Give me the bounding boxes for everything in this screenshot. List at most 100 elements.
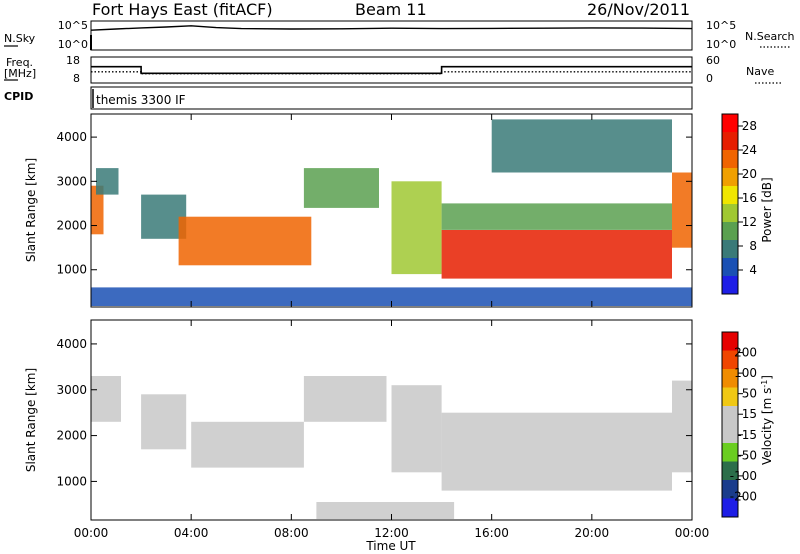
colorbar-segment <box>722 406 738 425</box>
colorbar-segment <box>722 332 738 351</box>
nave-tick-bottom: 0 <box>706 72 713 85</box>
power-data-regions <box>91 119 692 306</box>
noise-left-tick-top: 10^5 <box>58 19 88 32</box>
colorbar-segment <box>722 424 738 443</box>
data-region <box>672 172 692 248</box>
colorbar-segment <box>722 276 738 294</box>
date-title: 26/Nov/2011 <box>587 0 690 19</box>
x-tick-label: 12:00 <box>374 526 409 540</box>
freq-series <box>91 65 692 75</box>
x-tick-label: 00:00 <box>675 526 710 540</box>
x-tick-label: 20:00 <box>575 526 610 540</box>
colorbar-segment <box>722 168 738 186</box>
noise-right-tick-bottom: 10^0 <box>706 38 736 51</box>
data-region <box>391 385 442 473</box>
y-tick-label: 1000 <box>56 263 87 277</box>
colorbar-tick-label: 16 <box>742 191 757 205</box>
x-axis-label: Time UT <box>365 539 416 553</box>
data-region <box>316 502 455 519</box>
velocity-y-axis: 1000 2000 3000 4000 <box>56 337 692 488</box>
data-region <box>441 230 672 279</box>
colorbar-segment <box>722 240 738 258</box>
x-tick-label: 04:00 <box>174 526 209 540</box>
velocity-ylabel: Slant Range [km] <box>24 368 38 472</box>
freq-tick-top: 18 <box>66 54 80 67</box>
data-region <box>91 185 104 235</box>
colorbar-segment <box>722 350 738 369</box>
freq-panel-frame <box>90 56 693 84</box>
y-tick-label: 3000 <box>56 174 87 188</box>
colorbar-tick-label: -100 <box>730 469 757 483</box>
power-colorbar: 4 8 12 16 20 24 28 <box>721 113 757 295</box>
colorbar-tick-label: 8 <box>749 239 757 253</box>
colorbar-tick-label: 20 <box>742 167 757 181</box>
y-tick-label: 4000 <box>56 337 87 351</box>
colorbar-tick-label: 12 <box>742 215 757 229</box>
colorbar-segment <box>722 132 738 150</box>
cpid-panel-frame <box>90 86 693 110</box>
colorbar-tick-label: 24 <box>742 143 757 157</box>
colorbar-tick-label: -200 <box>730 489 757 503</box>
noise-right-tick-top: 10^5 <box>706 19 736 32</box>
x-tick-label: 08:00 <box>274 526 309 540</box>
noise-sky-label: N.Sky <box>4 32 36 45</box>
colorbar-segment <box>722 369 738 388</box>
beam-title: Beam 11 <box>355 0 427 19</box>
cpid-program: themis 3300 IF <box>96 93 186 107</box>
station-title: Fort Hays East (fitACF) <box>92 0 273 19</box>
data-region <box>441 203 672 230</box>
nave-series <box>91 71 692 75</box>
y-tick-label: 1000 <box>56 474 87 488</box>
nave-label: Nave <box>746 65 774 78</box>
data-region <box>91 287 692 306</box>
power-colorbar-label: Power [dB] <box>760 177 774 242</box>
data-region <box>672 380 692 473</box>
y-tick-label: 4000 <box>56 130 87 144</box>
data-region <box>141 394 187 450</box>
noise-sky-series <box>90 25 693 31</box>
data-region <box>191 421 304 468</box>
y-tick-label: 2000 <box>56 429 87 443</box>
velocity-colorbar-label: Velocity [m s-1] <box>760 375 775 465</box>
colorbar-segment <box>722 443 738 462</box>
colorbar-segment <box>722 387 738 406</box>
velocity-colorbar: 200 100 50 15 -15 -50 -100 -200 <box>721 331 757 518</box>
data-region <box>391 181 442 275</box>
data-region <box>178 216 312 266</box>
colorbar-tick-label: 100 <box>734 366 757 380</box>
time-x-axis: 00:00 04:00 08:00 12:00 16:00 20:00 00:00 <box>74 114 710 540</box>
colorbar-tick-label: 200 <box>734 346 757 360</box>
data-region <box>491 119 672 173</box>
data-region <box>441 412 672 491</box>
data-region <box>303 376 387 422</box>
velocity-data-regions <box>91 376 692 519</box>
freq-label-line2: [MHz] <box>4 67 36 80</box>
y-tick-label: 2000 <box>56 219 87 233</box>
cpid-label: CPID <box>4 90 33 103</box>
y-tick-label: 3000 <box>56 383 87 397</box>
colorbar-tick-label: 4 <box>749 263 757 277</box>
colorbar-segment <box>722 222 738 240</box>
power-y-axis: 1000 2000 3000 4000 <box>56 130 692 277</box>
colorbar-segment <box>722 498 738 517</box>
colorbar-tick-label: 28 <box>742 119 757 133</box>
colorbar-tick-label: 15 <box>742 407 757 421</box>
x-tick-label: 00:00 <box>74 526 109 540</box>
data-region <box>96 168 119 195</box>
colorbar-tick-label: -50 <box>737 448 757 462</box>
colorbar-frame <box>721 113 739 295</box>
data-region <box>303 168 379 208</box>
freq-label-line1: Freq. <box>6 56 33 69</box>
colorbar-segment <box>722 461 738 480</box>
noise-search-label: N.Search <box>745 30 795 43</box>
colorbar-segment <box>722 186 738 204</box>
power-ylabel: Slant Range [km] <box>24 158 38 262</box>
colorbar-segment <box>722 204 738 222</box>
nave-tick-top: 60 <box>706 54 720 67</box>
colorbar-segment <box>722 480 738 499</box>
colorbar-segment <box>722 258 738 276</box>
noise-panel-frame <box>90 20 693 51</box>
colorbar-segment <box>722 150 738 168</box>
colorbar-frame <box>721 331 739 518</box>
